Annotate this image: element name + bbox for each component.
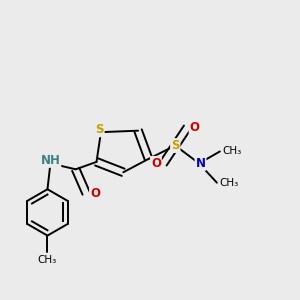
Text: N: N	[196, 157, 206, 170]
Text: NH: NH	[40, 154, 60, 167]
Text: O: O	[190, 121, 200, 134]
Text: S: S	[171, 139, 179, 152]
Text: O: O	[151, 157, 161, 170]
Text: CH₃: CH₃	[220, 178, 239, 188]
Text: O: O	[90, 187, 100, 200]
Text: CH₃: CH₃	[38, 255, 57, 265]
Text: CH₃: CH₃	[223, 146, 242, 157]
Text: S: S	[95, 123, 104, 136]
